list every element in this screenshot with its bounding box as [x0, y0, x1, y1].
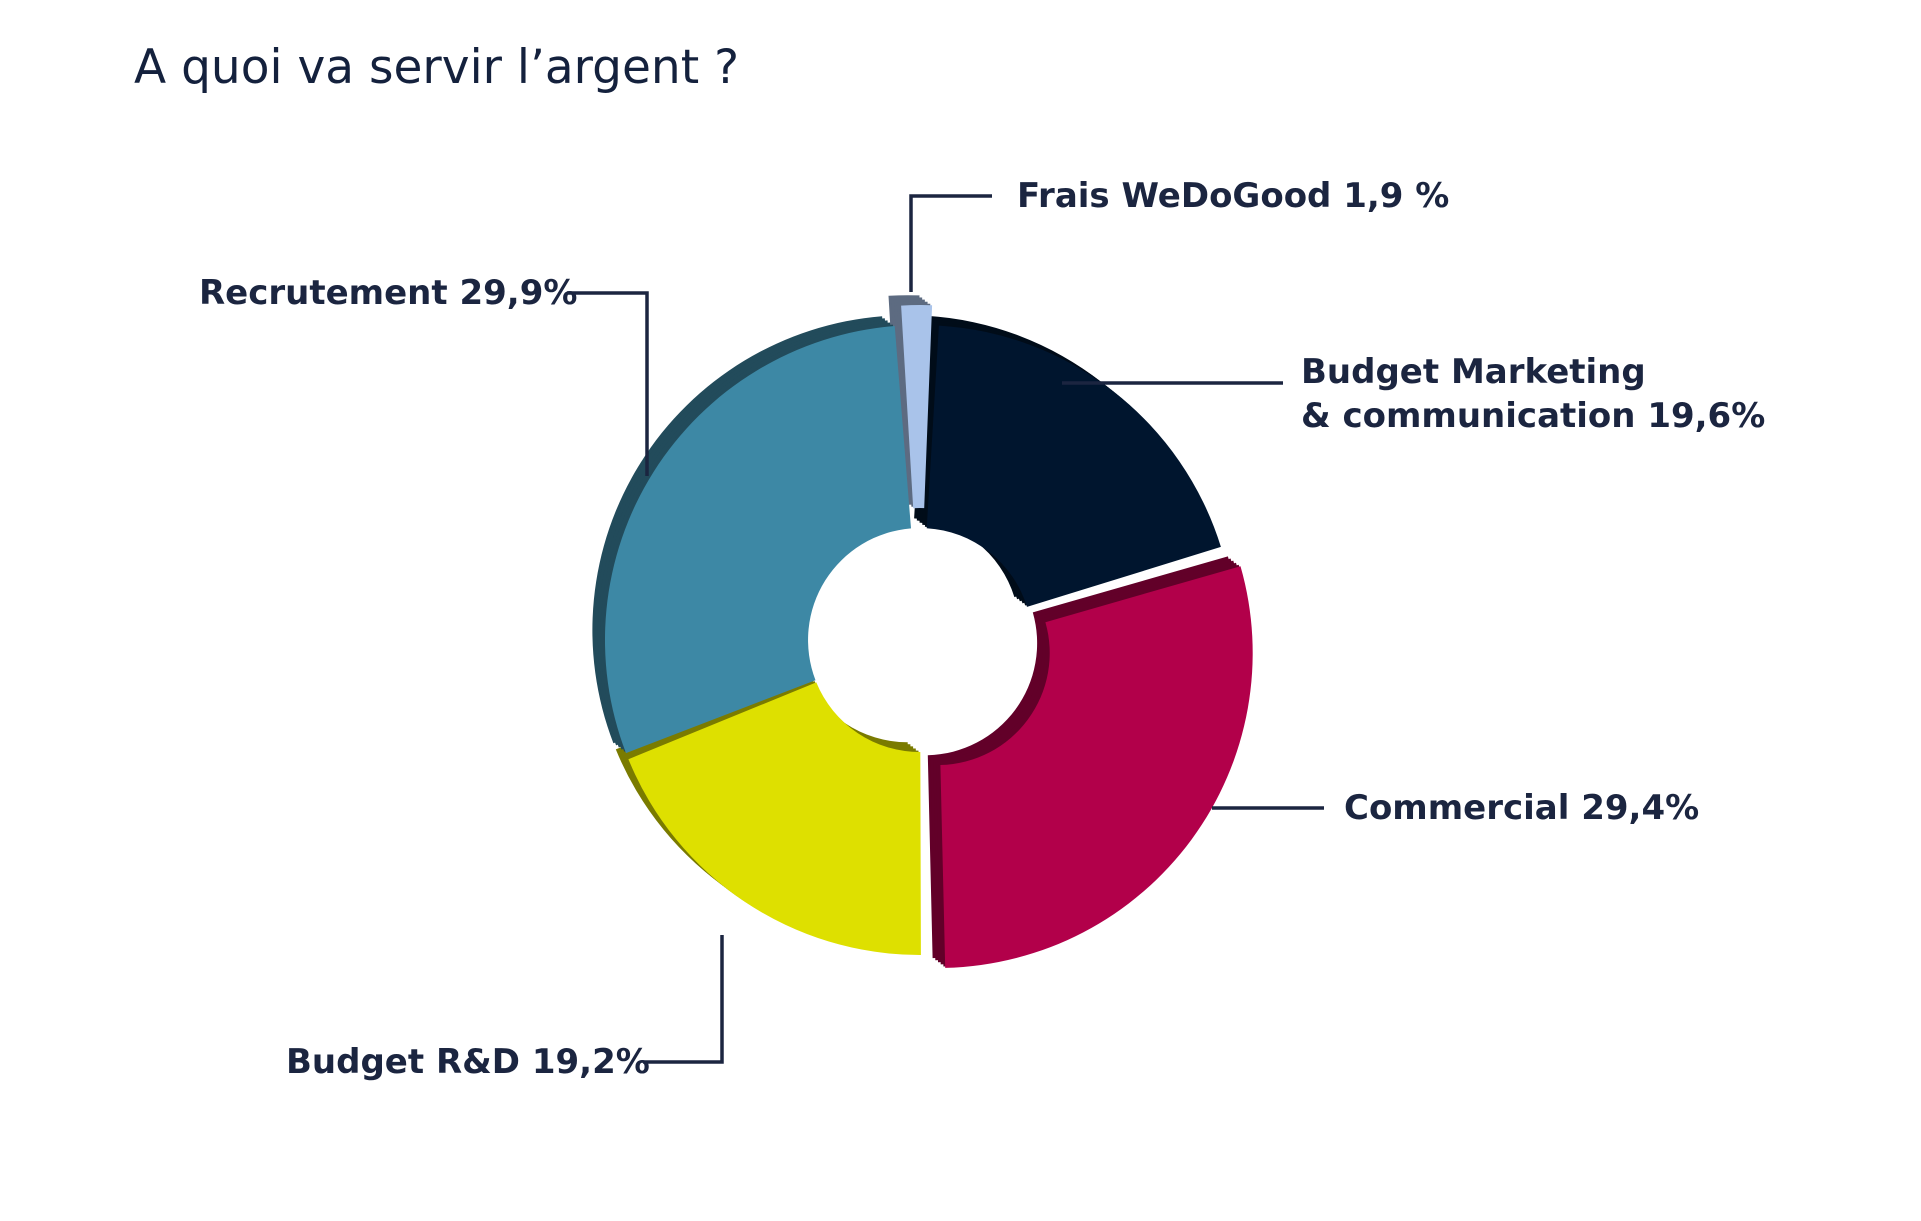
slice-frais-wedogood — [901, 304, 933, 509]
slice-label-rd: Budget R&D 19,2% — [286, 1042, 650, 1082]
chart-title: A quoi va servir l’argent ? — [134, 40, 740, 95]
slice-commercial — [940, 566, 1253, 968]
slice-recrutement — [604, 326, 911, 754]
slice-label-frais: Frais WeDoGood 1,9 % — [1017, 176, 1449, 216]
slice-label-marketing-line1: Budget Marketing — [1301, 352, 1646, 392]
slice-budget-marketing-communication — [926, 325, 1221, 607]
leader-line-frais — [909, 194, 992, 292]
slice-label-recrutement: Recrutement 29,9% — [199, 273, 577, 313]
donut-slice-layer — [604, 304, 1253, 968]
leader-line-rd — [643, 935, 724, 1064]
slice-label-marketing-line2: & communication 19,6% — [1301, 396, 1765, 436]
slice-label-commercial: Commercial 29,4% — [1344, 788, 1699, 828]
slice-budget-r-d — [628, 682, 921, 956]
leader-line-recrutement — [567, 291, 649, 476]
